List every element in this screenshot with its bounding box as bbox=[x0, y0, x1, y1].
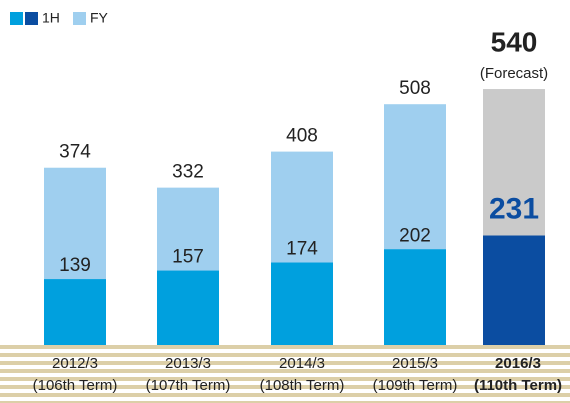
x-tick-label: 2012/3 bbox=[52, 355, 98, 372]
legend-swatch bbox=[73, 12, 86, 25]
band-stripe bbox=[0, 393, 570, 397]
h1-value-label: 157 bbox=[172, 247, 204, 268]
h1-bar bbox=[157, 270, 219, 345]
legend-label: 1H bbox=[42, 10, 60, 26]
h1-bar bbox=[44, 279, 106, 345]
h1-value-label: 231 bbox=[489, 192, 539, 225]
band-stripe bbox=[0, 401, 570, 403]
band-stripe bbox=[0, 385, 570, 389]
fy-value-label: 332 bbox=[172, 162, 204, 183]
x-term-label: (109th Term) bbox=[373, 377, 458, 394]
x-tick-label: 2013/3 bbox=[165, 355, 211, 372]
fy-value-label: 408 bbox=[286, 126, 318, 147]
x-term-label: (106th Term) bbox=[33, 377, 118, 394]
legend-label: FY bbox=[90, 10, 109, 26]
x-tick-label: 2014/3 bbox=[279, 355, 325, 372]
baseline-band bbox=[0, 345, 570, 403]
band-stripe bbox=[0, 345, 570, 349]
annotation: (Forecast) bbox=[480, 65, 548, 82]
fy-value-label: 374 bbox=[59, 142, 91, 163]
band-stripe bbox=[0, 353, 570, 357]
legend-swatch bbox=[10, 12, 23, 25]
fy-value-label: 508 bbox=[399, 78, 431, 99]
band-stripe bbox=[0, 377, 570, 381]
x-term-label: (110th Term) bbox=[474, 377, 562, 394]
x-term-label: (108th Term) bbox=[260, 377, 345, 394]
band-stripe bbox=[0, 361, 570, 365]
x-tick-label: 2015/3 bbox=[392, 355, 438, 372]
legend-swatch bbox=[25, 12, 38, 25]
h1-bar bbox=[384, 249, 446, 345]
h1-value-label: 202 bbox=[399, 225, 431, 246]
x-tick-label: 2016/3 bbox=[495, 355, 541, 372]
fy-value-label: 540 bbox=[491, 26, 538, 57]
h1-bar bbox=[483, 235, 545, 345]
x-term-label: (107th Term) bbox=[146, 377, 231, 394]
h1-bar bbox=[271, 262, 333, 345]
band-stripe bbox=[0, 369, 570, 373]
h1-value-label: 174 bbox=[286, 239, 318, 260]
h1-value-label: 139 bbox=[59, 255, 91, 276]
